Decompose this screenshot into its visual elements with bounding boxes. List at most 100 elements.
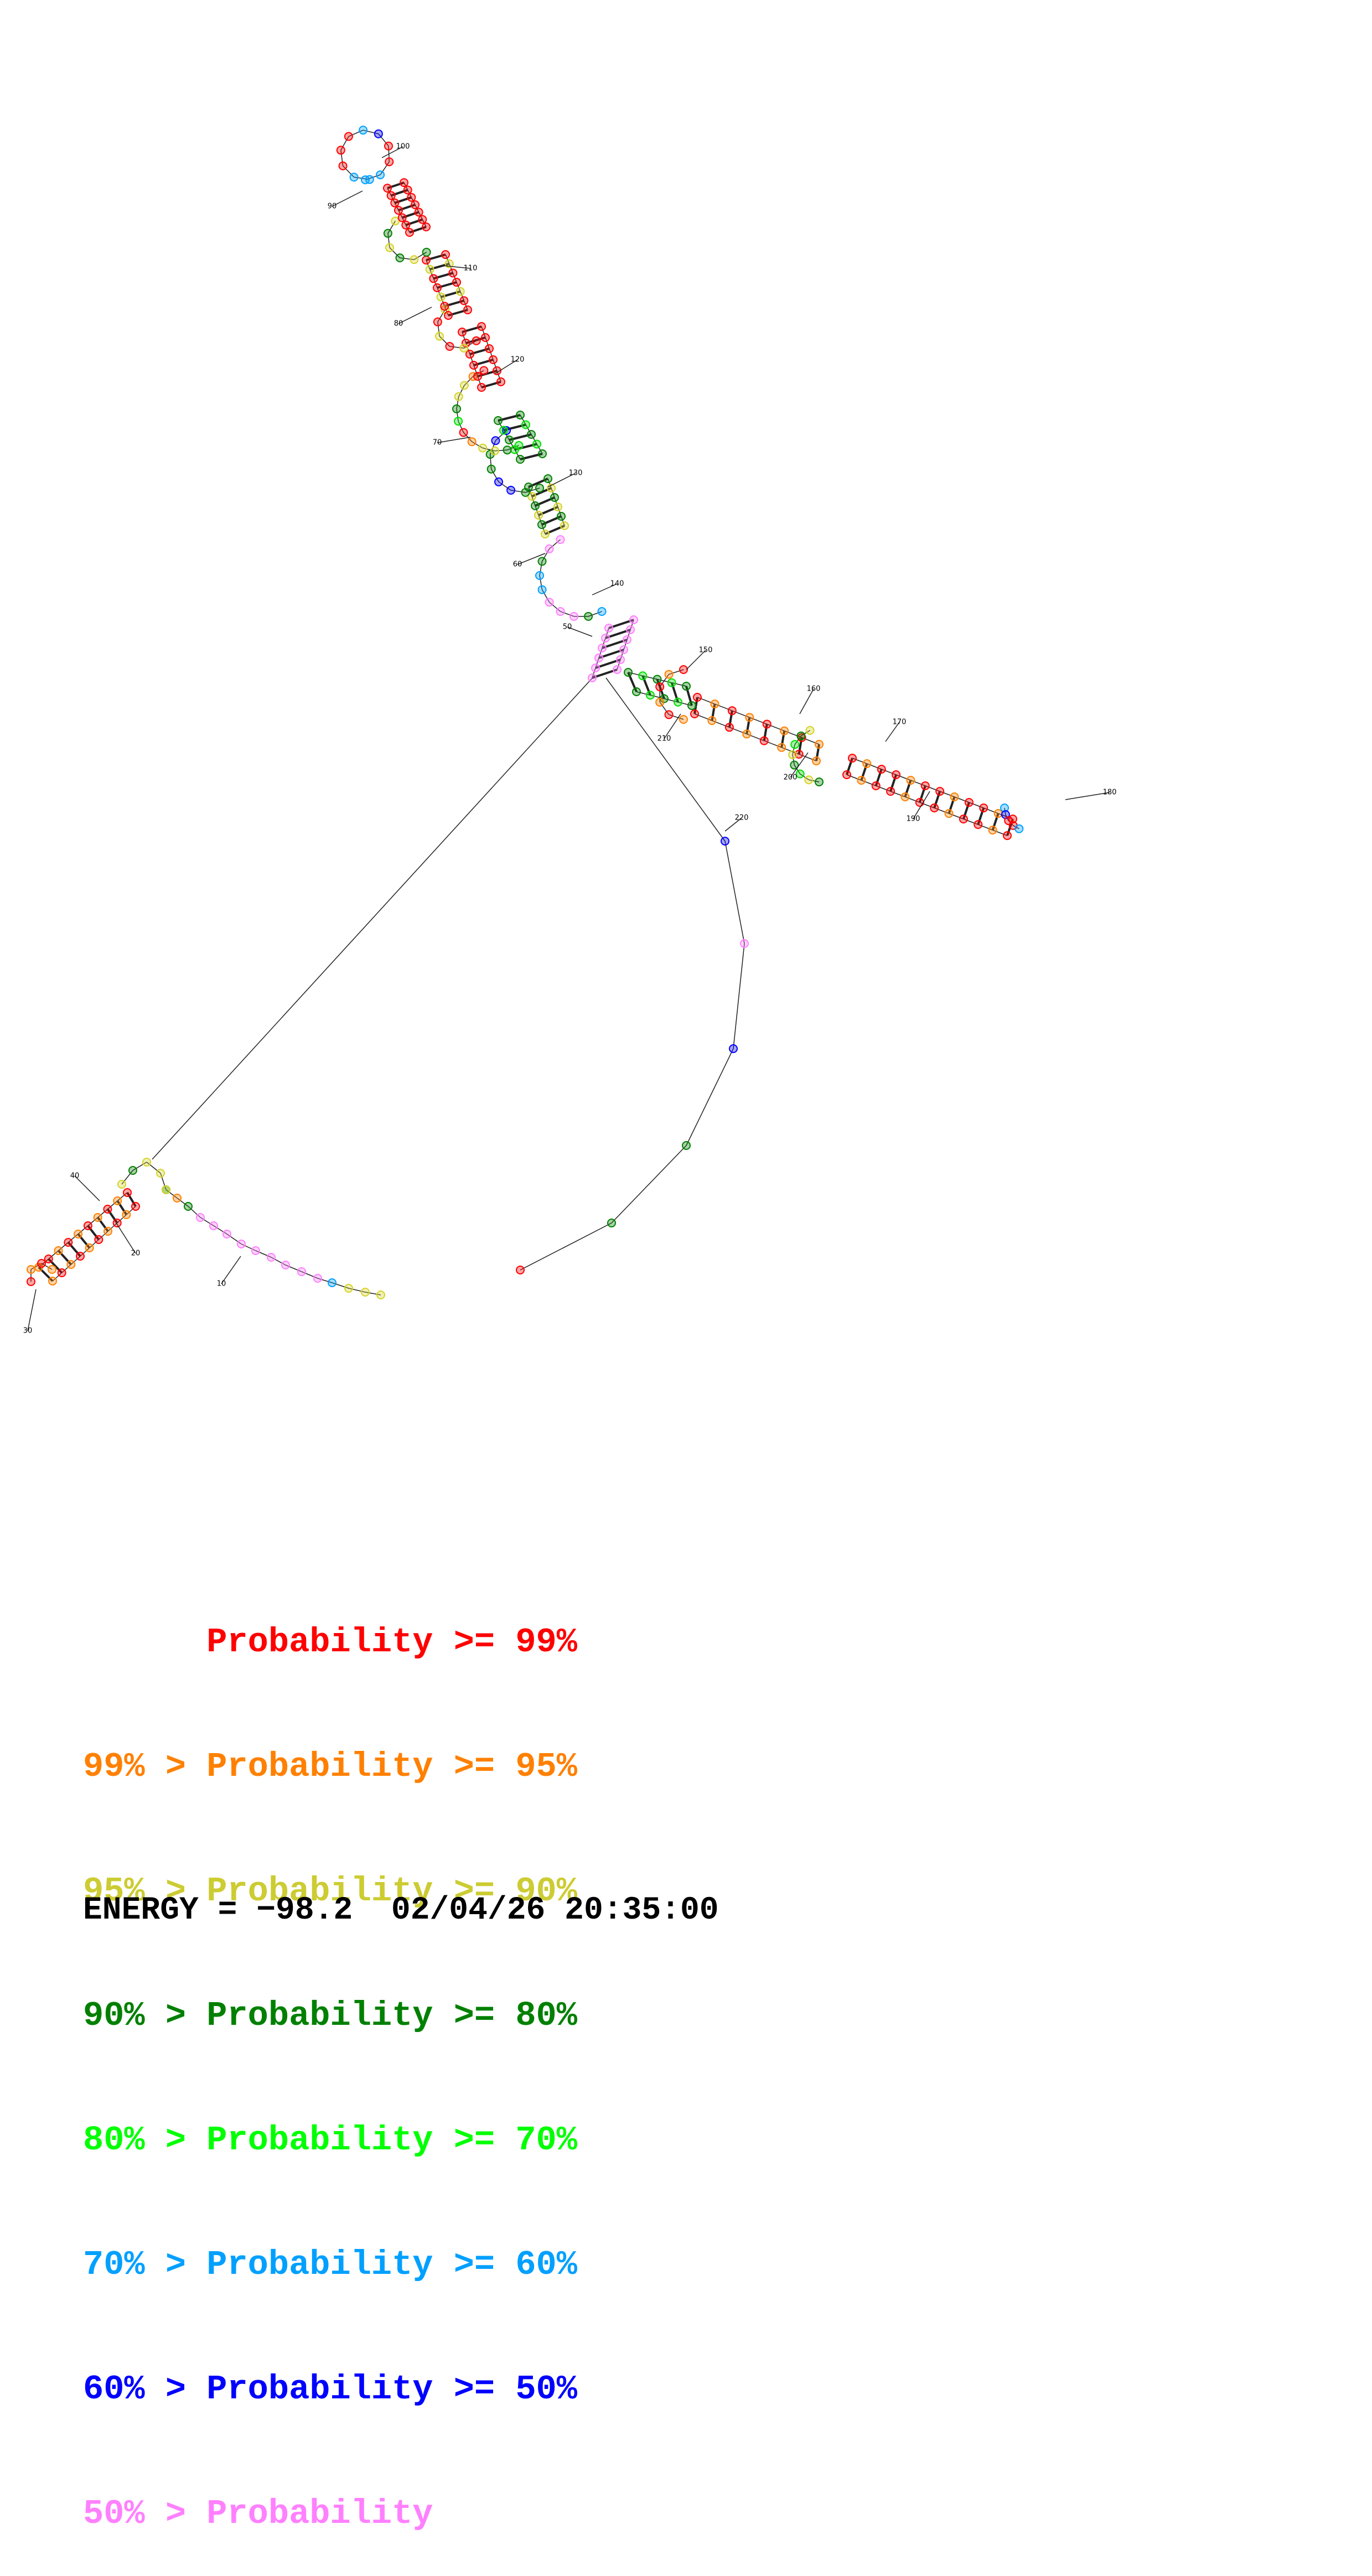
nucleotide [535, 571, 544, 580]
nucleotide [407, 193, 416, 202]
base-pair [977, 807, 985, 825]
backbone-segment [437, 322, 440, 336]
position-label: 200 [784, 774, 798, 782]
backbone-segment [598, 647, 603, 659]
backbone-segment [400, 257, 415, 260]
position-label: 150 [699, 646, 713, 655]
nucleotide [626, 625, 635, 634]
nucleotide [391, 216, 400, 226]
backbone-segment [715, 703, 733, 711]
nucleotide [386, 191, 396, 200]
nucleotide [527, 430, 536, 439]
nucleotide [516, 1266, 525, 1274]
position-label: 80 [394, 320, 403, 328]
nucleotide [209, 1221, 218, 1230]
base-pair [798, 737, 803, 755]
nucleotide [493, 366, 501, 375]
nucleotide [103, 1205, 112, 1214]
backbone-segment [643, 675, 657, 680]
backbone-segment [520, 1222, 612, 1271]
nucleotide [815, 778, 824, 786]
nucleotide [281, 1261, 290, 1269]
nucleotide [429, 274, 438, 283]
nucleotide [759, 736, 769, 745]
backbone-segment [132, 1162, 147, 1171]
nucleotide [496, 377, 505, 386]
backbone-segment [809, 779, 820, 782]
backbone-segment [998, 813, 1013, 820]
backbone-segment [729, 727, 747, 735]
backbone-segment [30, 1263, 42, 1270]
nucleotide [64, 1238, 73, 1247]
position-label: 170 [893, 718, 907, 727]
backbone-segment [846, 774, 862, 781]
backbone-segment [549, 602, 561, 612]
backbone-segment [560, 611, 574, 617]
legend-text: Probability >= 60% [206, 2245, 577, 2284]
legend-text: Probability >= 99% [206, 1623, 577, 1662]
backbone-segment [510, 490, 526, 493]
label-leader [381, 146, 403, 158]
nucleotide [481, 333, 490, 342]
nucleotide [795, 769, 805, 779]
base-pair [728, 710, 733, 728]
nucleotide [440, 302, 449, 311]
nucleotide [433, 317, 442, 326]
nucleotide [376, 170, 385, 179]
nucleotide [679, 715, 688, 724]
nucleotide [906, 776, 915, 785]
nucleotide [710, 699, 719, 709]
backbone-segment [794, 735, 801, 745]
backbone-segment [107, 1222, 118, 1232]
backbone-segment [241, 1243, 256, 1251]
backbone-segment [440, 297, 446, 307]
nucleotide [538, 449, 547, 458]
nucleotide [336, 146, 345, 155]
backbone-segment [464, 376, 474, 386]
nucleotide [401, 220, 411, 230]
nucleotide [534, 511, 543, 520]
nucleotide [48, 1265, 57, 1274]
nucleotide [117, 1180, 126, 1189]
position-label: 60 [513, 561, 522, 569]
backbone-segment [503, 430, 510, 440]
nucleotide [545, 544, 554, 553]
label-leader [885, 722, 900, 742]
backbone-segment [536, 444, 543, 454]
nucleotide [459, 344, 469, 353]
nucleotide [892, 770, 901, 779]
nucleotide [693, 693, 702, 702]
nucleotide [494, 416, 503, 425]
backbone-segment [285, 1264, 302, 1272]
nucleotide [44, 1255, 53, 1263]
nucleotide [48, 1277, 57, 1286]
label-leader [398, 307, 432, 324]
backbone-segment [348, 129, 364, 137]
nucleotide [448, 268, 458, 278]
base-pair [874, 769, 883, 786]
nucleotide [619, 645, 628, 654]
legend-prefix: 70% > [83, 2245, 207, 2284]
backbone-segment [528, 486, 532, 497]
backbone-segment [949, 813, 964, 820]
base-pair [87, 1225, 100, 1241]
backbone-segment [482, 447, 495, 452]
position-label: 160 [807, 685, 821, 693]
nucleotide [653, 675, 662, 684]
backbone-segment [439, 336, 450, 347]
backbone-segment [535, 505, 539, 516]
nucleotide [598, 644, 607, 652]
nucleotide [862, 759, 872, 768]
nucleotide [459, 381, 469, 390]
nucleotide-nodes [26, 126, 1024, 1299]
backbone-segment [41, 1263, 53, 1270]
base-pair [904, 780, 912, 797]
label-leader [790, 752, 809, 778]
nucleotide [441, 250, 450, 259]
nucleotide [531, 501, 540, 510]
nucleotide [66, 1260, 76, 1269]
nucleotide [623, 635, 631, 644]
nucleotide [594, 654, 603, 662]
nucleotide [780, 726, 789, 735]
nucleotide [467, 437, 477, 447]
